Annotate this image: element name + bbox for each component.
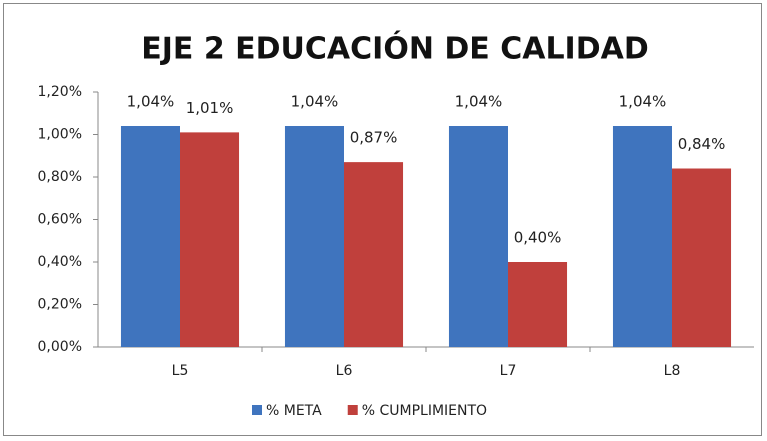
y-tick-label: 0,20% <box>38 297 82 313</box>
legend-label: % META <box>266 403 322 419</box>
y-tick-label: 0,40% <box>38 254 82 270</box>
x-tick-label: L7 <box>500 363 517 379</box>
bar <box>284 126 344 347</box>
y-tick-label: 0,80% <box>38 169 82 185</box>
y-tick-label: 0,00% <box>38 339 82 355</box>
data-label: 1,04% <box>455 93 503 111</box>
bar <box>672 168 732 347</box>
bar <box>344 162 404 347</box>
bar <box>612 126 672 347</box>
bar <box>120 126 180 347</box>
data-label: 1,04% <box>619 93 667 111</box>
x-tick-label: L6 <box>336 363 353 379</box>
y-tick-label: 1,00% <box>38 127 82 143</box>
x-tick-label: L8 <box>664 363 681 379</box>
legend-label: % CUMPLIMIENTO <box>362 403 487 419</box>
bar <box>448 126 508 347</box>
x-tick-label: L5 <box>172 363 189 379</box>
data-label: 1,04% <box>127 93 175 111</box>
legend-swatch <box>347 405 358 415</box>
bar <box>508 262 568 347</box>
legend-swatch <box>252 405 262 415</box>
data-label: 1,04% <box>291 93 339 111</box>
bar <box>180 132 240 347</box>
data-label: 0,40% <box>514 229 562 247</box>
y-tick-label: 0,60% <box>38 212 82 228</box>
data-label: 0,84% <box>678 135 726 153</box>
data-label: 0,87% <box>350 129 398 147</box>
chart-title: EJE 2 EDUCACIÓN DE CALIDAD <box>141 30 649 67</box>
y-tick-label: 1,20% <box>38 84 82 100</box>
data-label: 1,01% <box>186 99 234 117</box>
